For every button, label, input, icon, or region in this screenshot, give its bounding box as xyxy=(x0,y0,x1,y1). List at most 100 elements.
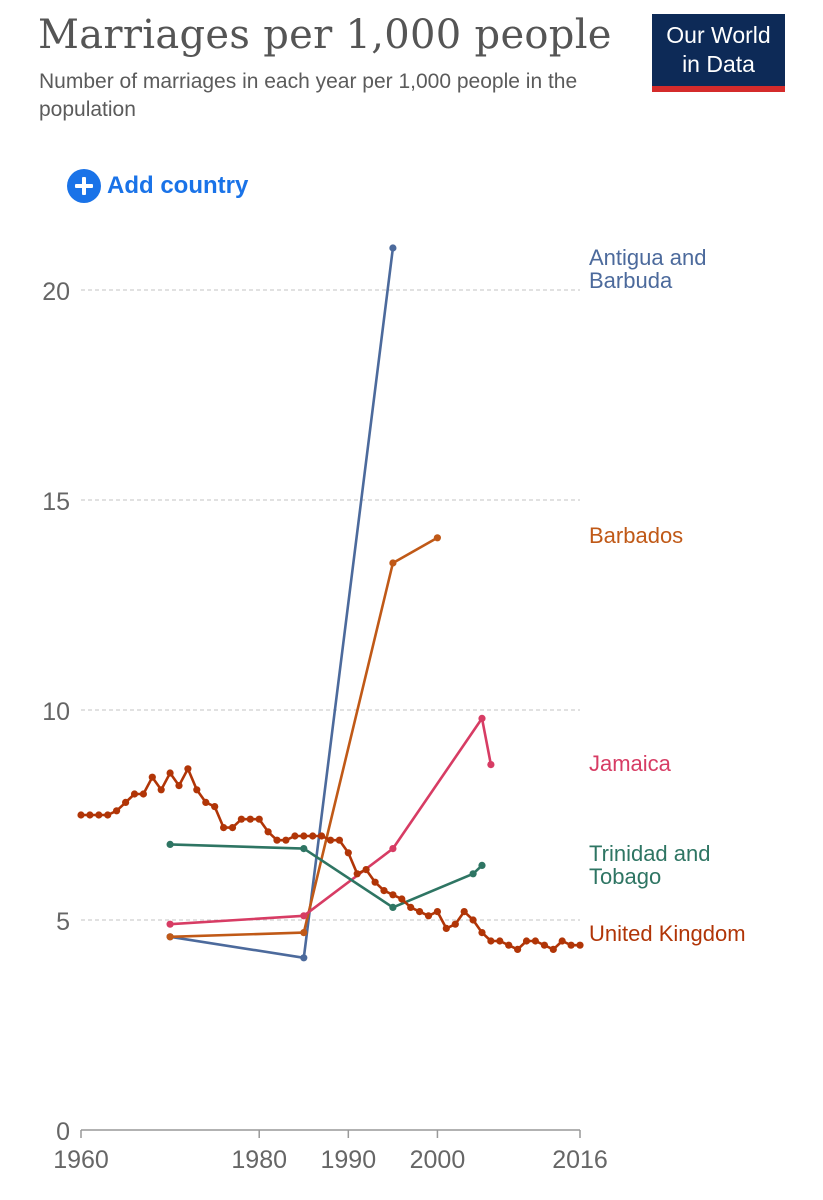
data-point xyxy=(478,861,486,870)
data-point xyxy=(104,811,112,819)
data-point xyxy=(255,815,263,823)
data-point xyxy=(442,924,450,933)
data-point xyxy=(264,828,272,836)
data-point xyxy=(166,769,174,777)
data-point xyxy=(487,937,495,945)
y-tick-label: 0 xyxy=(56,1118,70,1146)
data-point xyxy=(549,945,557,954)
data-point xyxy=(424,912,433,920)
data-point xyxy=(122,798,130,807)
data-point xyxy=(496,937,504,945)
data-point xyxy=(451,920,459,928)
data-point xyxy=(86,811,94,819)
data-point xyxy=(175,782,183,790)
series-line xyxy=(169,247,395,960)
y-tick-label: 10 xyxy=(42,698,70,726)
data-point xyxy=(531,937,540,945)
data-point xyxy=(433,534,441,542)
data-point xyxy=(522,937,531,945)
series-label[interactable]: Jamaica xyxy=(589,751,671,776)
chart-subtitle: Number of marriages in each year per 1,0… xyxy=(39,70,578,121)
data-point xyxy=(326,836,335,844)
data-point xyxy=(193,786,201,794)
add-country-button[interactable]: Add country xyxy=(67,169,248,203)
data-point xyxy=(389,891,397,899)
data-point xyxy=(273,836,281,844)
x-tick-label: 1990 xyxy=(321,1146,377,1174)
data-point xyxy=(389,845,397,853)
data-point xyxy=(166,920,174,928)
logo-line-1: Our World xyxy=(666,22,771,48)
data-point xyxy=(246,815,254,823)
data-point xyxy=(416,908,424,916)
logo-line-2: in Data xyxy=(682,51,755,77)
data-point xyxy=(300,912,308,920)
data-point xyxy=(228,824,237,832)
series-line xyxy=(81,767,580,951)
plus-circle-icon xyxy=(67,169,101,203)
data-point xyxy=(558,937,566,945)
data-point xyxy=(166,840,174,849)
x-tick-label: 2000 xyxy=(410,1146,466,1174)
data-point xyxy=(514,945,522,954)
data-point xyxy=(309,832,317,840)
data-point xyxy=(300,832,308,840)
series-label[interactable]: United Kingdom xyxy=(589,921,746,946)
data-point xyxy=(291,832,299,840)
add-country-label: Add country xyxy=(107,172,249,199)
data-point xyxy=(202,798,210,807)
series-label[interactable]: Barbados xyxy=(589,523,684,548)
data-point xyxy=(540,941,549,949)
series-label[interactable]: Antigua and Barbuda xyxy=(589,245,707,293)
data-point xyxy=(389,903,397,912)
data-point xyxy=(282,836,290,844)
data-point xyxy=(371,878,379,886)
data-point xyxy=(300,845,308,853)
data-point xyxy=(211,803,219,811)
y-tick-label: 20 xyxy=(42,278,70,306)
data-point xyxy=(433,908,441,916)
series-line xyxy=(170,536,439,939)
data-point xyxy=(478,929,486,937)
data-point xyxy=(300,954,308,962)
data-point xyxy=(184,765,192,773)
data-point xyxy=(130,790,139,798)
data-point xyxy=(113,807,121,815)
x-tick-label: 1980 xyxy=(231,1146,287,1174)
data-point xyxy=(344,849,352,857)
data-point xyxy=(469,916,477,924)
data-point xyxy=(220,824,228,832)
data-point xyxy=(335,836,343,844)
data-point xyxy=(380,887,388,895)
data-point xyxy=(487,761,495,769)
data-point xyxy=(166,933,174,941)
data-point xyxy=(77,811,85,819)
data-point xyxy=(353,870,361,878)
y-tick-label: 15 xyxy=(42,488,70,516)
data-point xyxy=(237,815,245,823)
data-point xyxy=(469,870,477,878)
data-point xyxy=(567,941,575,949)
data-point xyxy=(148,773,156,781)
series-label[interactable]: Trinidad and Tobago xyxy=(589,841,711,889)
data-point xyxy=(139,790,147,798)
data-point xyxy=(362,866,370,874)
data-point xyxy=(576,941,584,949)
data-point xyxy=(157,786,165,794)
data-point xyxy=(398,895,406,903)
data-point xyxy=(318,832,326,840)
data-point xyxy=(389,559,397,567)
y-tick-label: 5 xyxy=(56,908,70,936)
data-point xyxy=(389,244,397,252)
data-point xyxy=(460,908,468,916)
data-point xyxy=(95,811,103,819)
data-point xyxy=(505,941,513,949)
data-point xyxy=(407,903,415,912)
data-point xyxy=(478,714,486,723)
page-title: Marriages per 1,000 people xyxy=(38,12,612,58)
data-point xyxy=(300,929,308,937)
x-tick-label: 1960 xyxy=(53,1146,109,1174)
our-world-in-data-logo[interactable]: Our World in Data xyxy=(652,14,785,92)
x-tick-label: 2016 xyxy=(552,1146,608,1174)
